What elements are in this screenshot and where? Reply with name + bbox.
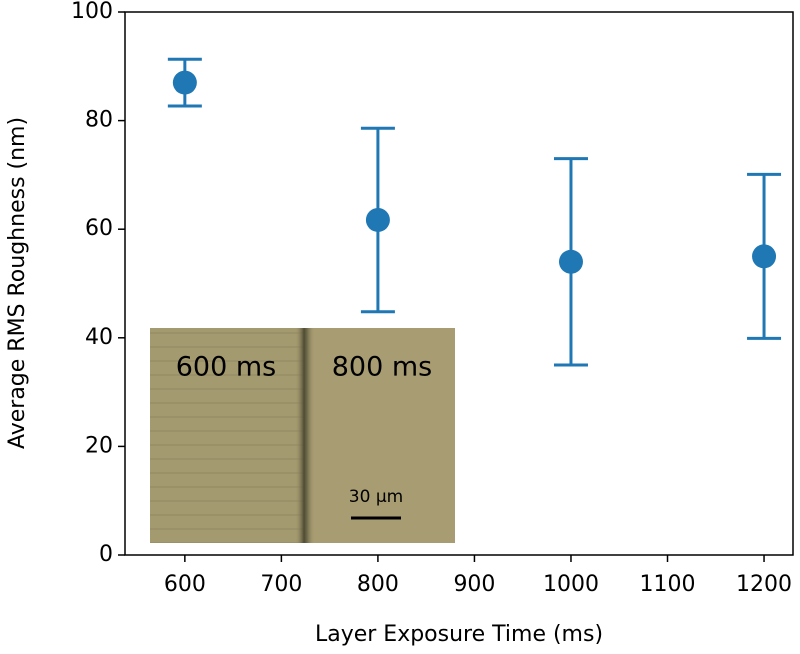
x-tick-label: 900 (453, 572, 495, 597)
inset-seam (295, 328, 315, 543)
y-axis-label: Average RMS Roughness (nm) (5, 117, 30, 449)
inset-label: 800 ms (332, 352, 433, 383)
data-point (558, 249, 583, 274)
scale-bar-label: 30 μm (349, 487, 403, 507)
x-tick-label: 600 (164, 572, 206, 597)
y-tick-label: 40 (85, 325, 113, 350)
inset-right (305, 328, 455, 543)
inset-label: 600 ms (176, 352, 277, 383)
y-tick-label: 0 (99, 542, 113, 567)
data-point (365, 207, 390, 232)
y-tick-label: 80 (85, 108, 113, 133)
x-tick-label: 1200 (736, 572, 792, 597)
y-tick-label: 100 (71, 0, 113, 24)
x-tick-label: 1000 (543, 572, 599, 597)
data-point (172, 70, 197, 95)
plot-frame (124, 11, 794, 556)
x-tick-label: 800 (357, 572, 399, 597)
data-point (752, 244, 777, 269)
y-tick-label: 60 (85, 216, 113, 241)
y-tick-label: 20 (85, 433, 113, 458)
x-tick-label: 1100 (640, 572, 696, 597)
inset-left (150, 328, 305, 543)
x-axis-label: Layer Exposure Time (ms) (315, 622, 603, 647)
x-tick-label: 700 (260, 572, 302, 597)
inset-image: 30 μm 600 ms 800 ms (150, 328, 455, 543)
